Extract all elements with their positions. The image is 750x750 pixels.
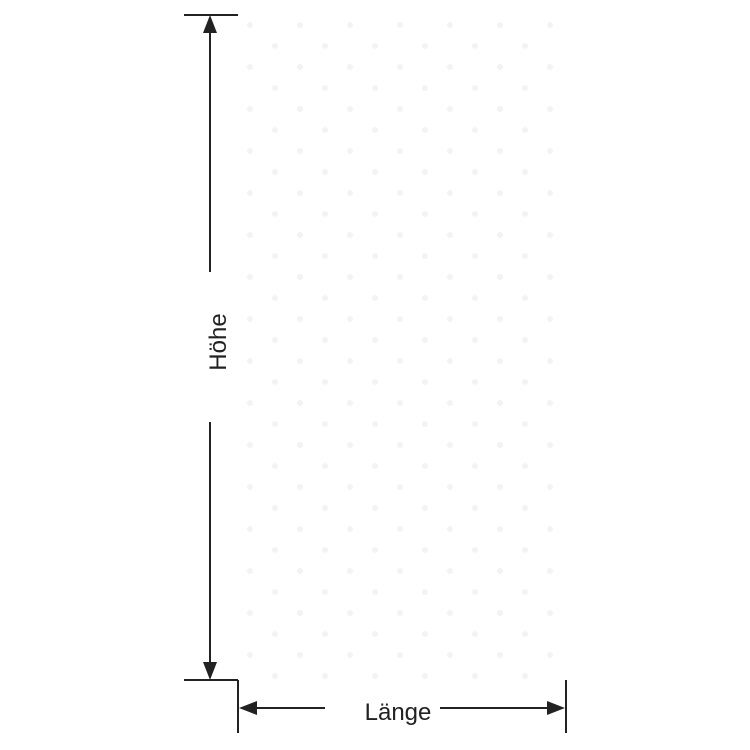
length-label: Länge — [365, 699, 432, 726]
height-label: Höhe — [205, 313, 232, 370]
arrow-down-icon — [203, 662, 217, 680]
arrow-up-icon — [203, 15, 217, 33]
arrow-right-icon — [547, 701, 565, 715]
dotted-panel — [238, 15, 566, 680]
arrow-left-icon — [239, 701, 257, 715]
